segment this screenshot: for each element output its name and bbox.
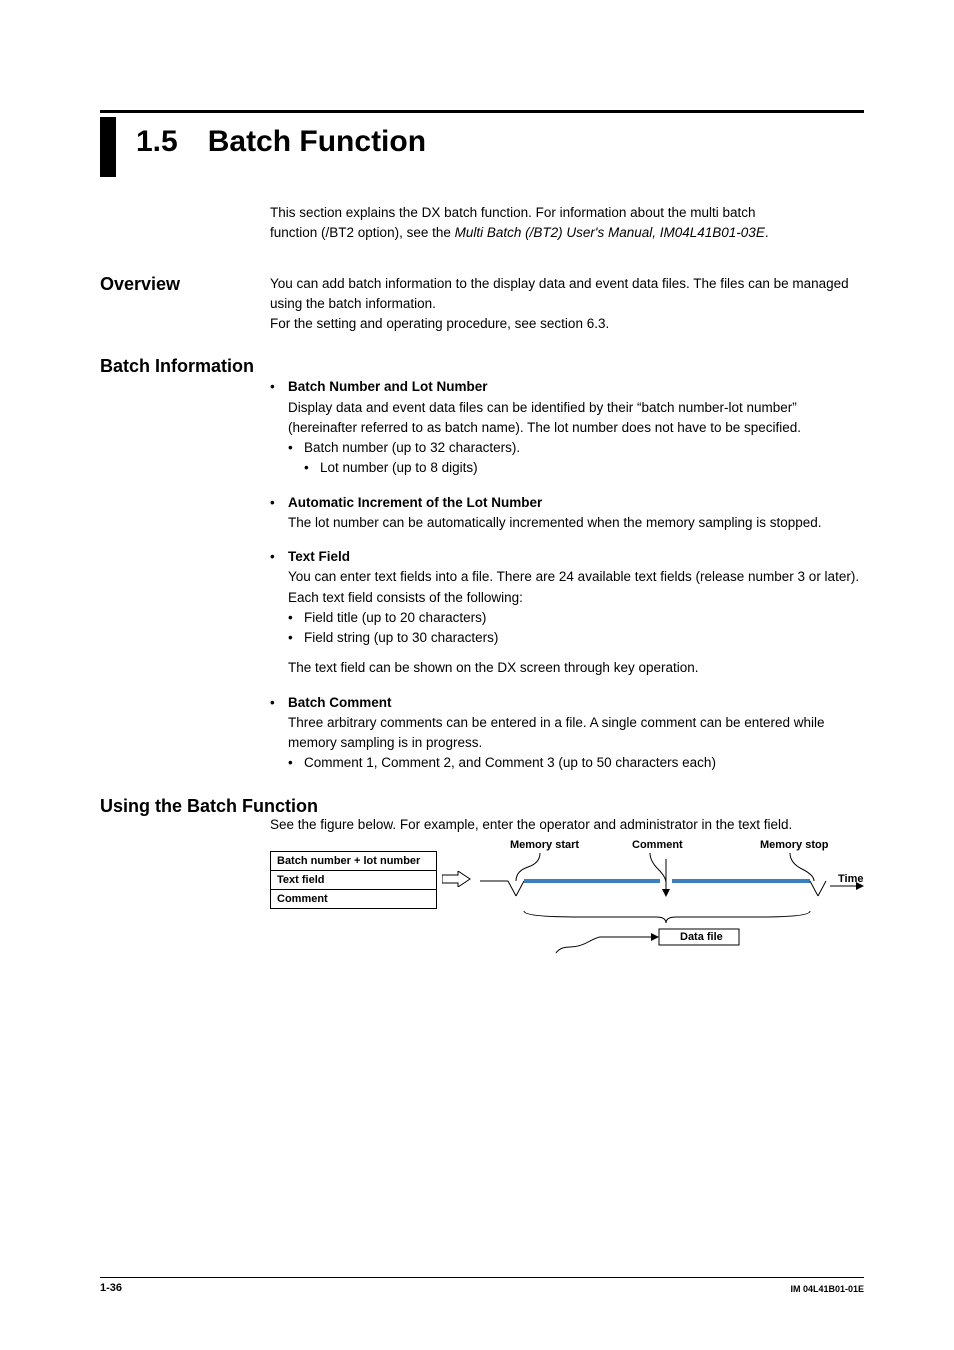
b3-p: You can enter text fields into a file. T… — [288, 567, 864, 608]
intro-paragraph: This section explains the DX batch funct… — [270, 203, 864, 244]
using-p: See the figure below. For example, enter… — [270, 815, 864, 835]
overview-p1: You can add batch information to the dis… — [270, 274, 864, 315]
b3-title: Text Field — [288, 547, 864, 567]
b2-p: The lot number can be automatically incr… — [288, 513, 822, 533]
intro-line2-pre: function (/BT2 option), see the — [270, 225, 455, 240]
batchinfo-heading: Batch Information — [100, 356, 864, 377]
page-footer: 1-36 IM 04L41B01-01E — [100, 1277, 864, 1294]
timeline-svg — [480, 841, 870, 961]
sub-dot: • — [288, 438, 304, 458]
label-memory-start: Memory start — [510, 839, 579, 851]
bullet-dot: • — [270, 547, 288, 608]
section-header: 1.5 Batch Function — [100, 117, 864, 177]
section-name: Batch Function — [208, 125, 426, 158]
figure-box3: Comment — [271, 890, 436, 908]
figure-box2: Text field — [271, 871, 436, 890]
intro-line1: This section explains the DX batch funct… — [270, 205, 756, 220]
b4-s1: Comment 1, Comment 2, and Comment 3 (up … — [304, 753, 716, 773]
overview-heading: Overview — [100, 274, 270, 295]
sub-dot: • — [288, 608, 304, 628]
bullet-dot: • — [270, 377, 288, 438]
figure-timeline: Memory start Comment Memory stop Time Da… — [480, 841, 870, 964]
section-number: 1.5 — [136, 125, 178, 158]
footer-code: IM 04L41B01-01E — [790, 1282, 864, 1294]
footer-page: 1-36 — [100, 1282, 122, 1294]
b1-p: Display data and event data files can be… — [288, 398, 864, 439]
overview-p2: For the setting and operating procedure,… — [270, 314, 864, 334]
section-marker — [100, 117, 116, 177]
sub-dot: • — [304, 458, 320, 478]
b4-title: Batch Comment — [288, 693, 864, 713]
intro-line2-post: . — [765, 225, 769, 240]
b2-title: Automatic Increment of the Lot Number — [288, 493, 822, 513]
b1-s2: Lot number (up to 8 digits) — [320, 458, 478, 478]
intro-line2-italic: Multi Batch (/BT2) User's Manual, IM04L4… — [455, 225, 765, 240]
sub-dot: • — [288, 753, 304, 773]
top-rule — [100, 110, 864, 113]
using-heading: Using the Batch Function — [100, 796, 864, 817]
sub-dot: • — [288, 628, 304, 648]
section-title: 1.5 Batch Function — [136, 117, 426, 177]
figure-box1: Batch number + lot number — [271, 852, 436, 871]
b1-s1: Batch number (up to 32 characters). — [304, 438, 520, 458]
b4-p: Three arbitrary comments can be entered … — [288, 713, 864, 754]
b3-after: The text field can be shown on the DX sc… — [288, 658, 864, 678]
label-time: Time — [838, 873, 863, 885]
label-comment: Comment — [632, 839, 683, 851]
b1-title: Batch Number and Lot Number — [288, 377, 864, 397]
b3-s2: Field string (up to 30 characters) — [304, 628, 498, 648]
label-memory-stop: Memory stop — [760, 839, 828, 851]
arrow-open-icon — [442, 871, 472, 887]
batch-figure: Batch number + lot number Text field Com… — [270, 841, 864, 971]
label-data-file: Data file — [680, 931, 723, 943]
figure-box-stack: Batch number + lot number Text field Com… — [270, 851, 437, 909]
b3-s1: Field title (up to 20 characters) — [304, 608, 486, 628]
bullet-dot: • — [270, 493, 288, 534]
bullet-dot: • — [270, 693, 288, 754]
